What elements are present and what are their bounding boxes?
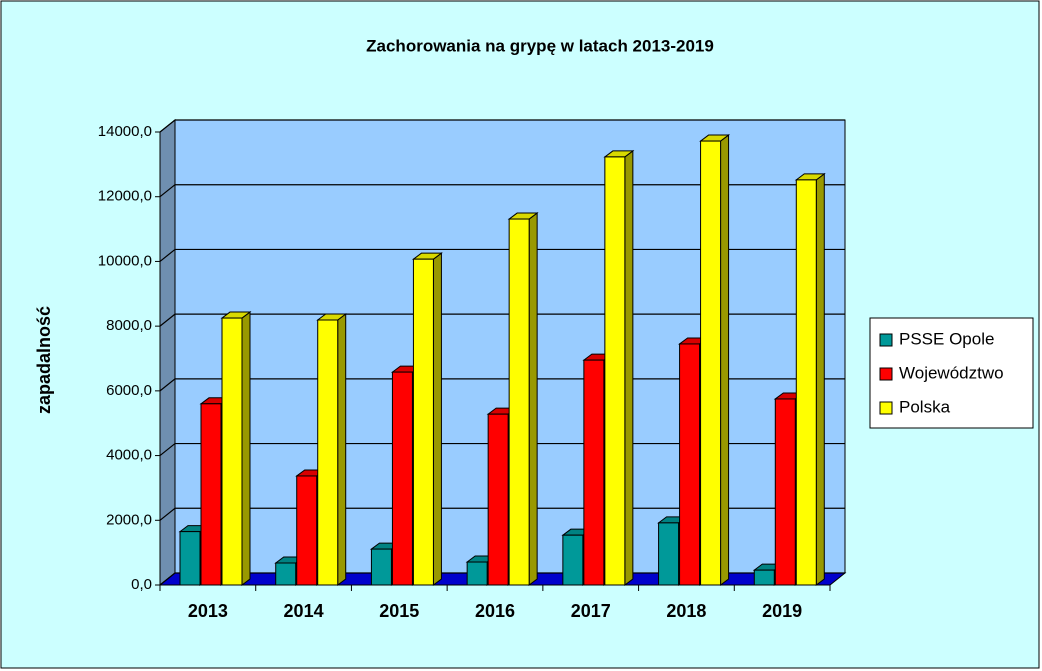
bar-side [815, 172, 825, 586]
bar [508, 218, 530, 586]
bar-side [432, 252, 442, 586]
bar-side [720, 134, 730, 586]
x-tick-label: 2017 [571, 601, 611, 621]
y-tick-label: 12000,0 [98, 188, 152, 205]
y-tick-label: 8000,0 [106, 317, 152, 334]
legend-label: Województwo [899, 363, 1004, 382]
bar [487, 413, 509, 586]
bar [774, 398, 796, 586]
x-tick-label: 2013 [188, 601, 228, 621]
bar [179, 531, 201, 586]
bar-side [624, 149, 634, 586]
x-tick-label: 2016 [475, 601, 515, 621]
bar [658, 522, 680, 586]
bar-side [337, 312, 347, 586]
chart-title: Zachorowania na grypę w latach 2013-2019 [366, 36, 714, 55]
bar-side [528, 212, 538, 586]
grid-line [159, 119, 845, 133]
bar [221, 317, 243, 586]
x-tick-label: 2015 [379, 601, 419, 621]
bar [317, 319, 339, 586]
y-tick-label: 14000,0 [98, 123, 152, 140]
legend-label: Polska [899, 397, 951, 416]
y-tick-label: 4000,0 [106, 447, 152, 464]
y-tick-label: 2000,0 [106, 511, 152, 528]
x-tick-label: 2019 [762, 601, 802, 621]
bar [753, 569, 775, 586]
y-tick-label: 0,0 [131, 576, 152, 593]
bar [275, 562, 297, 586]
x-tick-label: 2018 [666, 601, 706, 621]
legend-swatch [879, 333, 893, 347]
legend-box [869, 317, 1034, 429]
bar [679, 343, 701, 586]
bar [795, 179, 817, 586]
y-tick-label: 10000,0 [98, 252, 152, 269]
bar-side [241, 311, 251, 586]
legend: PSSE Opole Województwo Polska [869, 317, 1034, 429]
bar [391, 371, 413, 586]
bar [466, 561, 488, 586]
bar [296, 475, 318, 586]
bar [370, 548, 392, 586]
bar [562, 534, 584, 586]
bar [604, 156, 626, 586]
bar [583, 359, 605, 586]
legend-label: PSSE Opole [899, 329, 994, 348]
x-tick-label: 2014 [284, 601, 324, 621]
legend-swatch [879, 367, 893, 381]
legend-swatch [879, 401, 893, 415]
bar [412, 258, 434, 586]
side-wall [159, 118, 176, 587]
bar [200, 403, 222, 586]
bar [700, 140, 722, 586]
y-tick-label: 6000,0 [106, 382, 152, 399]
y-axis-label: zapadalność [34, 306, 54, 414]
